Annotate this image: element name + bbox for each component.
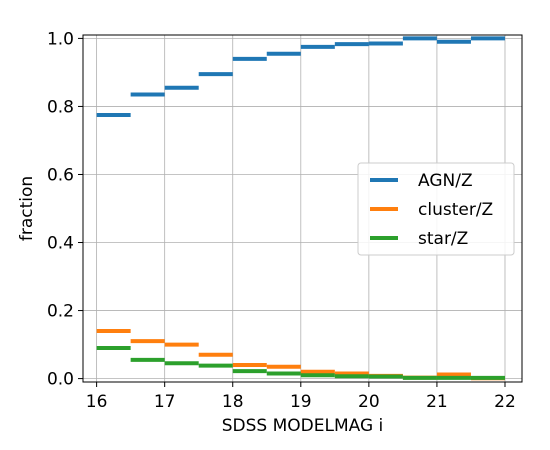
plot-frame	[82, 34, 523, 383]
y-tick-label: 1.0	[47, 29, 74, 49]
legend: AGN/Z cluster/Z star/Z	[357, 162, 515, 256]
y-tick-label: 0.8	[47, 97, 74, 117]
y-tick-label: 0.0	[47, 370, 74, 390]
legend-label-cluster: cluster/Z	[418, 200, 493, 220]
x-tick-label: 17	[154, 392, 176, 412]
ticks: 16 17 18 19 20 21 22 0.0 0.2 0.4 0.6 0.8 1.0	[47, 29, 516, 412]
x-tick-label: 19	[290, 392, 312, 412]
y-tick-label: 0.6	[47, 165, 74, 185]
legend-box	[357, 162, 515, 256]
x-tick-label: 18	[222, 392, 244, 412]
legend-label-agn: AGN/Z	[418, 171, 473, 191]
series-layer	[96, 36, 505, 381]
y-axis-label: fraction	[17, 176, 37, 241]
x-tick-label: 22	[494, 392, 516, 412]
y-tick-label: 0.4	[47, 234, 74, 254]
series-2	[96, 345, 505, 380]
y-tick-label: 0.2	[47, 302, 74, 322]
x-tick-label: 21	[426, 392, 448, 412]
x-tick-label: 20	[358, 392, 380, 412]
x-axis-label: SDSS MODELMAG i	[222, 416, 384, 436]
series-0	[96, 36, 505, 117]
legend-label-star: star/Z	[418, 229, 468, 249]
x-tick-label: 16	[86, 392, 108, 412]
